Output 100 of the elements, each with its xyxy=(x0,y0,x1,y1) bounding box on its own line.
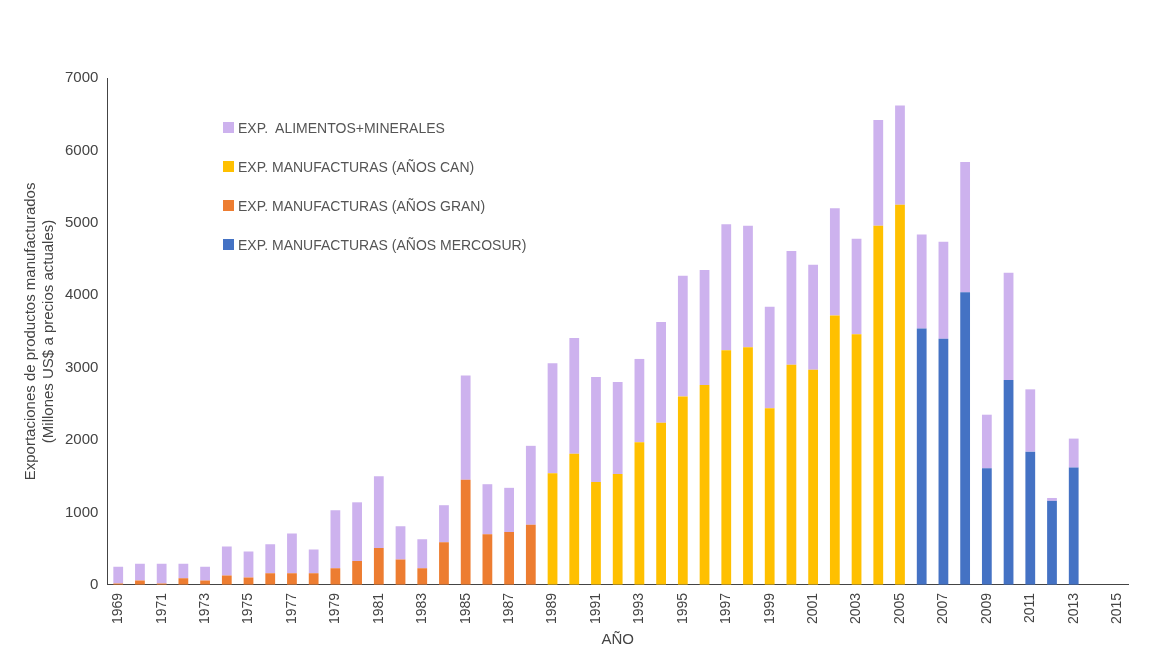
bar xyxy=(743,225,753,348)
x-tick-label: 1991 xyxy=(586,592,603,625)
bar xyxy=(721,224,732,351)
bar xyxy=(373,547,384,585)
bar xyxy=(960,161,971,293)
bar xyxy=(265,544,276,574)
bar xyxy=(981,468,992,585)
bar xyxy=(135,563,145,581)
bar xyxy=(1047,500,1057,585)
x-tick-label: 2015 xyxy=(1108,592,1124,625)
legend-label: EXP. MANUFACTURAS (AÑOS CAN) xyxy=(238,158,475,175)
x-tick-label: 1995 xyxy=(673,592,690,625)
bar xyxy=(612,474,623,585)
x-tick-label: 2001 xyxy=(803,592,820,625)
bar xyxy=(1025,389,1036,452)
bar xyxy=(634,358,645,443)
bar xyxy=(330,510,341,569)
bar xyxy=(547,363,558,474)
x-tick-label: 2007 xyxy=(934,592,951,625)
legend-label: EXP. MANUFACTURAS (AÑOS MERCOSUR) xyxy=(238,236,527,253)
bar xyxy=(178,578,189,585)
bar xyxy=(308,549,319,574)
y-tick-label: 3000 xyxy=(64,357,99,375)
bar xyxy=(525,445,536,525)
bar xyxy=(460,479,471,585)
x-tick-label: 1971 xyxy=(152,592,169,625)
y-tick-label: 4000 xyxy=(64,285,99,303)
bar xyxy=(916,234,927,329)
bar xyxy=(482,534,493,585)
bar xyxy=(721,350,732,585)
bar xyxy=(764,306,775,409)
bar xyxy=(612,382,623,475)
x-tick-label: 2005 xyxy=(890,592,907,625)
bar xyxy=(395,526,406,560)
bar xyxy=(895,105,905,205)
bar xyxy=(156,563,167,584)
x-tick-label: 1987 xyxy=(499,592,516,625)
x-tick-label: 1983 xyxy=(413,592,430,625)
bar xyxy=(1047,497,1057,501)
bar xyxy=(873,225,884,585)
bar xyxy=(699,269,710,386)
bar xyxy=(482,484,493,535)
x-tick-label: 1977 xyxy=(282,592,299,625)
bar xyxy=(569,337,580,454)
bar xyxy=(352,560,362,585)
bar xyxy=(547,473,558,585)
bar xyxy=(373,476,384,548)
x-tick-label: 2011 xyxy=(1021,592,1038,623)
bar xyxy=(243,551,254,578)
bar xyxy=(352,502,362,561)
bar xyxy=(895,204,905,585)
x-tick-label: 1975 xyxy=(239,592,256,625)
bar xyxy=(525,524,536,585)
bar xyxy=(829,315,840,585)
bar xyxy=(221,546,232,576)
x-tick-label: 2009 xyxy=(977,592,994,625)
y-tick-label: 1000 xyxy=(64,502,99,520)
bar xyxy=(439,505,449,543)
bar xyxy=(504,487,514,532)
bar xyxy=(677,396,688,585)
bar xyxy=(417,539,428,569)
y-tick-label: 6000 xyxy=(64,140,99,158)
bar xyxy=(916,328,927,585)
bar xyxy=(960,292,971,585)
legend-label: EXP. ALIMENTOS+MINERALES xyxy=(238,119,445,136)
bar xyxy=(1025,451,1036,585)
bar xyxy=(851,334,862,585)
y-tick-label: 5000 xyxy=(64,212,99,230)
x-tick-label: 1993 xyxy=(630,592,647,625)
bar xyxy=(113,566,124,584)
bar xyxy=(699,385,710,585)
x-tick-label: 1981 xyxy=(369,592,386,625)
x-tick-label: 2013 xyxy=(1064,592,1081,625)
bar xyxy=(200,566,210,581)
bar xyxy=(569,453,580,585)
bar xyxy=(938,338,949,585)
x-tick-label: 1973 xyxy=(195,592,212,625)
bar xyxy=(504,532,514,585)
bar xyxy=(938,241,949,339)
bar xyxy=(460,375,471,480)
bar xyxy=(1003,272,1014,380)
bar xyxy=(851,238,862,335)
bar xyxy=(591,482,601,585)
bar xyxy=(1003,379,1014,585)
x-tick-label: 1979 xyxy=(326,592,343,625)
x-tick-label: 1997 xyxy=(717,592,734,625)
bar xyxy=(786,251,797,365)
bar xyxy=(439,542,449,585)
x-tick-label: 1985 xyxy=(456,592,473,625)
bar xyxy=(634,442,645,585)
bar xyxy=(308,573,319,585)
y-axis-title: Exportaciones de productos manufacturados (Millones US$ a precios actuales) xyxy=(21,182,57,481)
bar xyxy=(417,568,428,585)
x-tick-label: 1999 xyxy=(760,592,777,625)
legend-label: EXP. MANUFACTURAS (AÑOS GRAN) xyxy=(238,197,486,214)
bar xyxy=(743,347,753,585)
bar xyxy=(330,568,341,585)
bar xyxy=(677,275,688,397)
bar xyxy=(829,208,840,316)
bar xyxy=(265,573,276,585)
